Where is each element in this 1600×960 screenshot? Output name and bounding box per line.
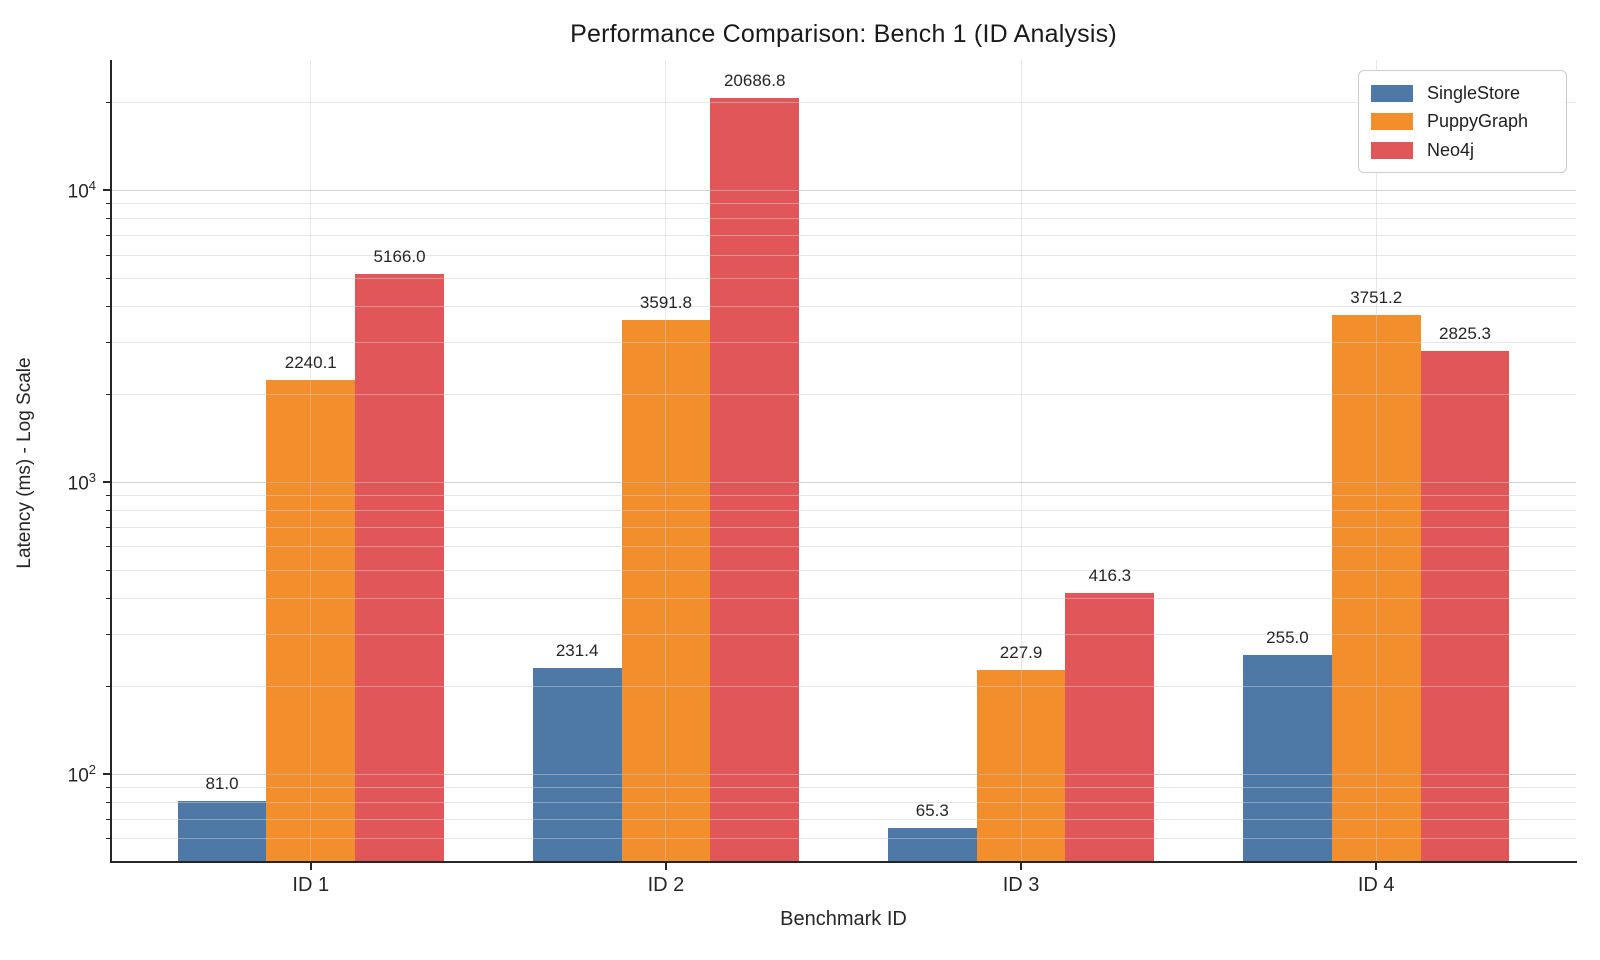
- x-tick-label: ID 1: [292, 874, 330, 896]
- legend: SingleStore PuppyGraph Neo4j: [1358, 70, 1567, 173]
- bar-value-label: 416.3: [1088, 566, 1132, 586]
- y-gridline-minor: [112, 101, 1576, 103]
- legend-swatch: [1371, 84, 1413, 102]
- y-gridline-minor: [112, 510, 1576, 511]
- y-tick-major: [103, 773, 110, 776]
- y-gridline-minor: [112, 838, 1576, 840]
- y-gridline-minor: [112, 235, 1576, 237]
- bar-value-label: 3751.2: [1350, 287, 1403, 307]
- y-gridline-major: [112, 481, 1576, 483]
- bar-singlestore-1: [177, 800, 267, 862]
- x-tick: [309, 863, 312, 870]
- x-tick-label: ID 4: [1357, 874, 1395, 896]
- bar-value-label: 65.3: [915, 801, 949, 821]
- y-gridline-major: [112, 773, 1576, 775]
- y-gridline-minor: [112, 393, 1576, 395]
- y-tick-major: [103, 481, 110, 484]
- legend-item-puppygraph: PuppyGraph: [1371, 109, 1554, 135]
- y-gridline-minor: [112, 342, 1576, 344]
- y-gridline-minor: [112, 526, 1576, 528]
- bar-puppygraph-2: [621, 320, 711, 862]
- y-gridline-minor: [112, 546, 1576, 548]
- bar-singlestore-4: [1243, 655, 1332, 862]
- bar-singlestore-2: [532, 667, 622, 862]
- y-gridline-minor: [112, 597, 1576, 599]
- x-tick-label: ID 2: [647, 874, 685, 896]
- y-tick-label: 104: [67, 178, 96, 203]
- y-gridline-minor: [112, 203, 1576, 205]
- bar-value-label: 2825.3: [1439, 323, 1491, 343]
- legend-label: PuppyGraph: [1427, 111, 1529, 131]
- y-gridline-minor: [112, 685, 1576, 687]
- x-gridline: [310, 60, 312, 862]
- bar-value-label: 81.0: [205, 773, 239, 793]
- x-gridline: [1020, 60, 1022, 862]
- y-gridline-minor: [112, 305, 1576, 307]
- bar-singlestore-3: [887, 828, 977, 862]
- x-axis-label: Benchmark ID: [780, 908, 907, 930]
- y-gridline-minor: [112, 254, 1576, 256]
- y-gridline-minor: [112, 634, 1576, 636]
- bar-value-label: 231.4: [555, 640, 599, 660]
- x-gridline: [665, 60, 667, 862]
- bar-neo4j-1: [355, 274, 444, 862]
- x-tick-label: ID 3: [1002, 874, 1040, 896]
- y-gridline-minor: [112, 495, 1576, 497]
- x-tick: [664, 863, 667, 870]
- x-axis-spine: [110, 861, 1577, 863]
- bar-value-label: 227.9: [999, 642, 1043, 662]
- legend-item-singlestore: SingleStore: [1371, 80, 1554, 106]
- y-gridline-major: [112, 189, 1576, 191]
- y-gridline-minor: [112, 786, 1576, 788]
- legend-label: SingleStore: [1427, 82, 1521, 103]
- bar-value-label: 20686.8: [723, 71, 786, 91]
- y-gridline-minor: [112, 818, 1576, 820]
- bar-value-label: 3591.8: [639, 293, 692, 313]
- bar-puppygraph-3: [976, 669, 1066, 862]
- y-gridline-minor: [112, 277, 1576, 279]
- y-gridline-minor: [112, 569, 1576, 571]
- bar-neo4j-4: [1420, 350, 1510, 862]
- y-gridline-minor: [112, 801, 1576, 803]
- y-tick-label: 103: [67, 470, 96, 495]
- bar-puppygraph-1: [266, 379, 356, 862]
- y-tick-label: 102: [67, 762, 96, 787]
- x-gridline: [1375, 60, 1377, 862]
- bar-value-label: 5166.0: [373, 247, 426, 267]
- y-gridline-minor: [112, 218, 1576, 220]
- legend-item-neo4j: Neo4j: [1371, 137, 1554, 163]
- bar-value-label: 2240.1: [284, 352, 337, 372]
- legend-swatch: [1371, 141, 1413, 159]
- bar-value-label: 255.0: [1266, 628, 1309, 648]
- x-tick: [1020, 863, 1023, 870]
- chart-title: Performance Comparison: Bench 1 (ID Anal…: [570, 20, 1117, 48]
- y-axis-spine: [110, 60, 112, 863]
- x-tick: [1375, 863, 1378, 870]
- bar-puppygraph-4: [1331, 314, 1421, 862]
- y-tick-major: [103, 189, 110, 192]
- bar-neo4j-2: [710, 98, 800, 862]
- legend-swatch: [1371, 113, 1413, 130]
- legend-label: Neo4j: [1427, 139, 1475, 160]
- bar-neo4j-3: [1065, 593, 1155, 862]
